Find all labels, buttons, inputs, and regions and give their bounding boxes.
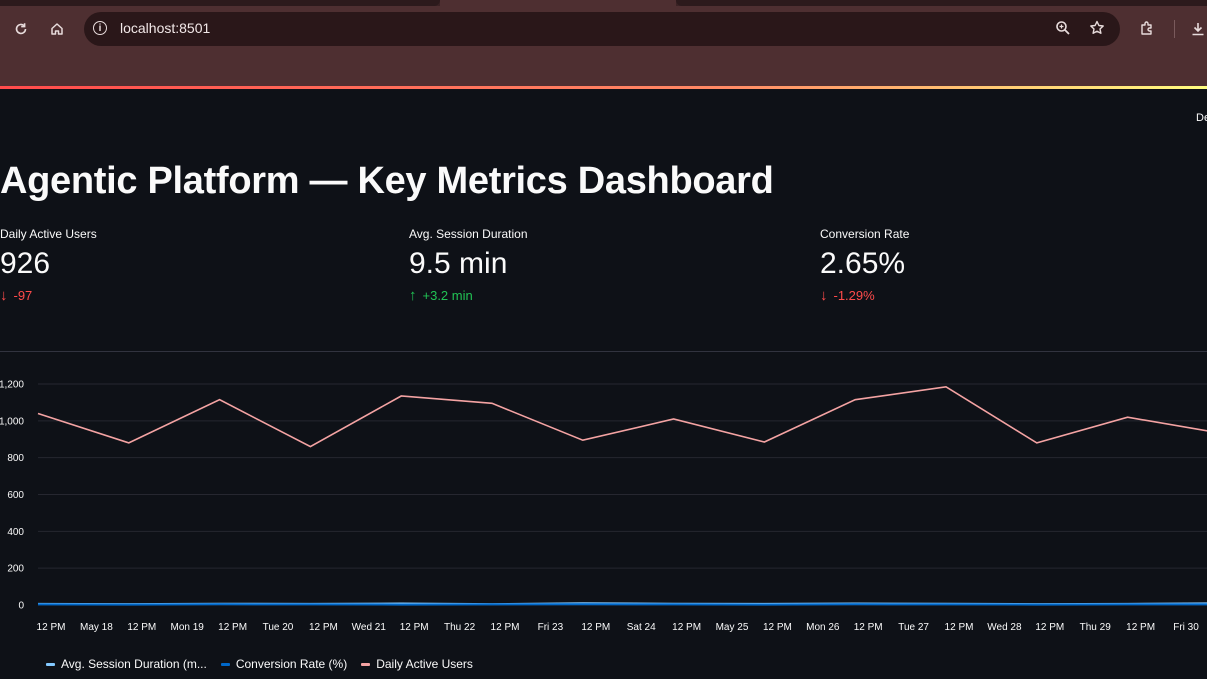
section-divider	[0, 351, 1207, 352]
metric-delta-text: -1.29%	[833, 288, 875, 303]
star-icon[interactable]	[1088, 20, 1106, 38]
metric-delta: ↓ -97	[0, 287, 97, 304]
deploy-button[interactable]: De	[1196, 112, 1207, 124]
x-tick-label: Tue 27	[898, 622, 929, 633]
home-icon	[51, 23, 63, 35]
extensions-button[interactable]	[1133, 15, 1161, 43]
download-button[interactable]	[1184, 15, 1207, 43]
metric-delta-text: +3.2 min	[422, 288, 473, 303]
y-tick-label: 600	[7, 490, 24, 501]
x-tick-label: Mon 19	[171, 622, 205, 633]
zoom-icon[interactable]	[1054, 20, 1072, 38]
legend-swatch	[220, 662, 230, 666]
legend-item[interactable]: Avg. Session Duration (m...	[46, 657, 207, 671]
x-tick-label: 12 PM	[400, 622, 429, 633]
x-tick-label: Fri 23	[538, 622, 564, 633]
reload-icon	[15, 23, 27, 35]
legend-label: Daily Active Users	[376, 657, 473, 671]
browser-chrome: i localhost:8501	[0, 0, 1207, 88]
x-tick-label: Mon 26	[806, 622, 840, 633]
x-tick-label: 12 PM	[491, 622, 520, 633]
x-tick-label: May 18	[80, 622, 113, 633]
active-tab[interactable]	[440, 0, 676, 6]
y-tick-label: 200	[7, 564, 24, 575]
download-icon	[1192, 23, 1204, 36]
toolbar-divider	[1174, 20, 1175, 38]
reload-button[interactable]	[7, 15, 35, 43]
arrow-up-icon: ↑	[409, 287, 417, 304]
x-tick-label: 12 PM	[672, 622, 701, 633]
address-bar[interactable]: i localhost:8501	[84, 12, 1120, 46]
x-tick-label: Sat 24	[627, 622, 656, 633]
metric-label: Avg. Session Duration	[409, 227, 528, 241]
legend-swatch	[361, 662, 371, 666]
y-tick-label: 800	[7, 453, 24, 464]
x-tick-label: 12 PM	[37, 622, 66, 633]
x-tick-label: May 25	[716, 622, 749, 633]
legend-label: Avg. Session Duration (m...	[61, 657, 207, 671]
x-tick-label: 12 PM	[854, 622, 883, 633]
metrics-line-chart[interactable]: 0 200 400 600 800 1,000 1,200 12 PM May 18 12 PM M…	[0, 360, 1207, 640]
metric-label: Conversion Rate	[820, 227, 910, 241]
x-tick-label: Thu 22	[444, 622, 476, 633]
metric-value: 9.5 min	[409, 247, 508, 280]
header-decoration-bar	[0, 86, 1207, 89]
x-tick-label: Thu 29	[1080, 622, 1112, 633]
x-tick-label: Fri 30	[1173, 622, 1199, 633]
legend-label: Conversion Rate (%)	[235, 657, 348, 671]
chart-legend: Avg. Session Duration (m... Conversion Ra…	[46, 657, 473, 671]
x-tick-label: 12 PM	[127, 622, 156, 633]
x-tick-label: 12 PM	[309, 622, 338, 633]
inactive-tab-right[interactable]	[676, 0, 1207, 6]
legend-item[interactable]: Conversion Rate (%)	[220, 657, 348, 671]
x-tick-label: 12 PM	[1126, 622, 1155, 633]
inactive-tab-left[interactable]	[0, 0, 440, 6]
metric-daily-active-users: Daily Active Users 926 ↓ -97	[0, 227, 97, 304]
arrow-down-icon: ↓	[820, 287, 828, 304]
arrow-down-icon: ↓	[0, 287, 8, 304]
home-button[interactable]	[43, 15, 71, 43]
series-line-2[interactable]	[37, 385, 1207, 448]
metric-delta-text: -97	[13, 288, 33, 303]
x-tick-label: 12 PM	[1035, 622, 1064, 633]
y-tick-label: 0	[18, 601, 24, 612]
metric-value: 2.65%	[820, 247, 906, 280]
legend-swatch	[46, 662, 55, 666]
url-text[interactable]: localhost:8501	[120, 20, 211, 36]
metric-delta: ↑ +3.2 min	[409, 287, 528, 304]
y-tick-label: 1,000	[0, 416, 24, 427]
x-tick-label: Wed 21	[352, 622, 387, 633]
metric-delta: ↓ -1.29%	[820, 287, 909, 304]
page-title: Agentic Platform — Key Metrics Dashboard	[0, 160, 774, 202]
x-tick-label: 12 PM	[945, 622, 974, 633]
metric-session-duration: Avg. Session Duration 9.5 min ↑ +3.2 min	[409, 227, 528, 304]
metric-conversion-rate: Conversion Rate 2.65% ↓ -1.29%	[820, 227, 909, 304]
x-tick-label: Tue 20	[263, 622, 294, 633]
metric-label: Daily Active Users	[0, 227, 97, 241]
extensions-icon	[1141, 21, 1152, 35]
x-tick-label: 12 PM	[218, 622, 247, 633]
x-tick-label: 12 PM	[581, 622, 610, 633]
metric-value: 926	[0, 247, 51, 280]
x-tick-label: Wed 28	[987, 622, 1022, 633]
info-icon[interactable]: i	[93, 21, 107, 35]
y-tick-label: 1,200	[0, 380, 24, 391]
y-tick-label: 400	[7, 527, 24, 538]
x-tick-label: 12 PM	[763, 622, 792, 633]
legend-item[interactable]: Daily Active Users	[361, 657, 473, 671]
